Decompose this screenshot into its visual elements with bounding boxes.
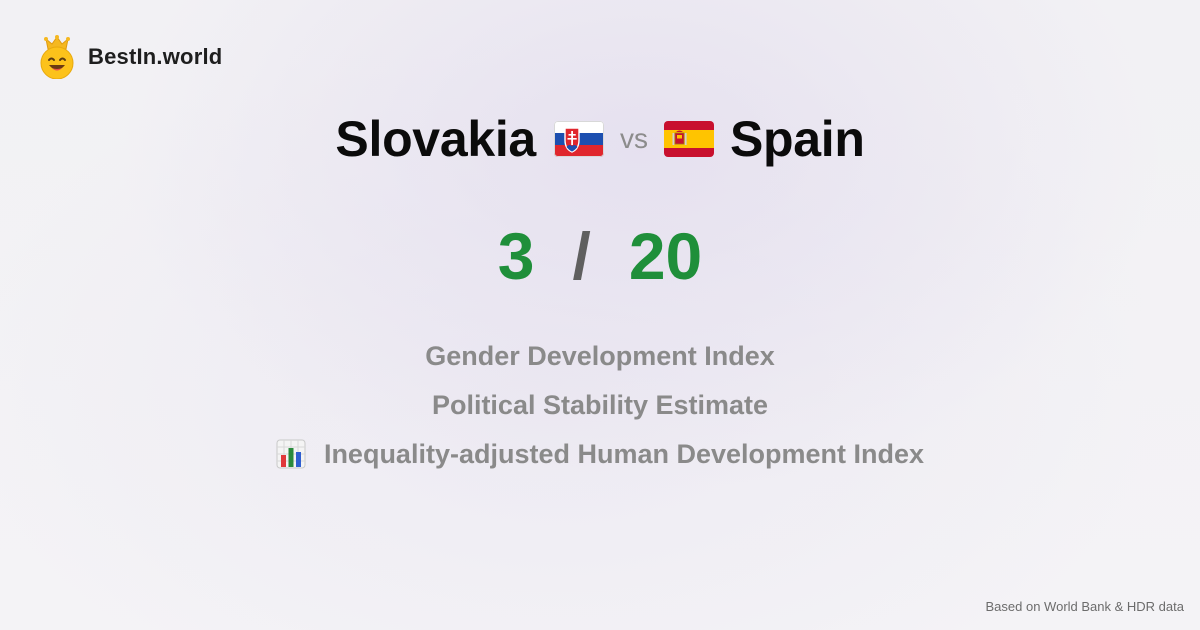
metric-item: Gender Development Index (425, 338, 775, 374)
left-country-name: Slovakia (335, 111, 536, 167)
right-country-name: Spain (729, 111, 865, 167)
data-source-note: Based on World Bank & HDR data (985, 599, 1184, 614)
left-score: 3 (497, 219, 535, 293)
comparison-title: Slovakia vs Spain (0, 110, 1200, 168)
metric-label: Political Stability Estimate (431, 389, 769, 420)
metric-item: Inequality-adjusted Human Development In… (276, 436, 924, 472)
vs-label: vs (619, 123, 648, 154)
metric-list: Gender Development Index Political Stabi… (0, 338, 1200, 472)
brand-name: BestIn.world (88, 44, 223, 69)
metric-item: Political Stability Estimate (432, 387, 768, 423)
metric-label: Inequality-adjusted Human Development In… (323, 438, 925, 469)
brand-header[interactable]: BestIn.world (38, 35, 222, 79)
crowned-smiley-icon (40, 35, 74, 79)
slovakia-flag-icon (553, 121, 604, 157)
spain-flag-icon (663, 121, 714, 157)
score-separator: / (572, 219, 591, 293)
score-display: 3 / 20 (0, 218, 1200, 294)
bar-chart-icon (276, 439, 306, 469)
right-score: 20 (628, 219, 703, 293)
metric-label: Gender Development Index (425, 340, 775, 371)
